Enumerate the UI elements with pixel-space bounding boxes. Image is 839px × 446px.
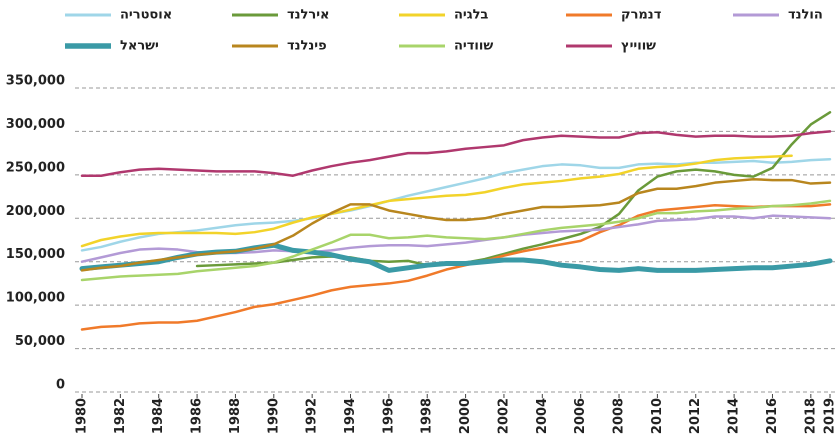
- x-tick-label: 1980: [75, 398, 90, 434]
- x-tick-label: 2019: [823, 398, 838, 434]
- x-tick-label: 2014: [727, 398, 742, 434]
- series-line: [80, 177, 832, 272]
- x-tick-label: 2016: [765, 398, 780, 434]
- y-tick-label: 200,000: [6, 204, 65, 219]
- x-tick-label: 1990: [266, 398, 281, 434]
- legend-label: שוודיה: [454, 39, 493, 54]
- legend-label: הולנד: [788, 8, 823, 23]
- y-tick-label: 300,000: [6, 117, 65, 132]
- series-line: [80, 130, 832, 177]
- y-tick-label: 50,000: [15, 334, 65, 349]
- x-tick-label: 1982: [113, 398, 128, 434]
- x-tick-label: 2018: [803, 398, 818, 434]
- legend-label: דנמרק: [621, 8, 662, 23]
- y-tick-label: 0: [56, 378, 65, 393]
- series-line: [80, 199, 832, 282]
- x-tick-label: 1994: [343, 398, 358, 434]
- y-tick-label: 350,000: [6, 74, 65, 89]
- series-line: [80, 203, 832, 331]
- legend-label: אוסטריה: [120, 8, 172, 23]
- y-tick-label: 100,000: [6, 291, 65, 306]
- x-tick-label: 1984: [151, 398, 166, 434]
- legend-label: בלגיה: [454, 8, 488, 23]
- series-line: [195, 111, 832, 268]
- legend-label: פינלנד: [287, 39, 327, 54]
- x-tick-label: 1988: [228, 398, 243, 434]
- x-tick-label: 2004: [535, 398, 550, 434]
- x-tick-label: 2010: [650, 398, 665, 434]
- x-tick-label: 1986: [190, 398, 205, 434]
- x-tick-label: 2008: [612, 398, 627, 434]
- legend-label: ישראל: [120, 39, 159, 54]
- y-tick-label: 150,000: [6, 247, 65, 262]
- y-tick-label: 250,000: [6, 160, 65, 175]
- legend-label: שווייץ: [621, 39, 656, 54]
- x-tick-label: 2002: [496, 398, 511, 434]
- x-tick-label: 1996: [381, 398, 396, 434]
- x-tick-label: 2000: [458, 398, 473, 434]
- legend-label: אירלנד: [287, 8, 330, 23]
- series-line: [80, 154, 793, 248]
- x-tick-label: 1992: [305, 398, 320, 434]
- x-tick-label: 2012: [688, 398, 703, 434]
- x-tick-label: 2006: [573, 398, 588, 434]
- x-tick-label: 1998: [420, 398, 435, 434]
